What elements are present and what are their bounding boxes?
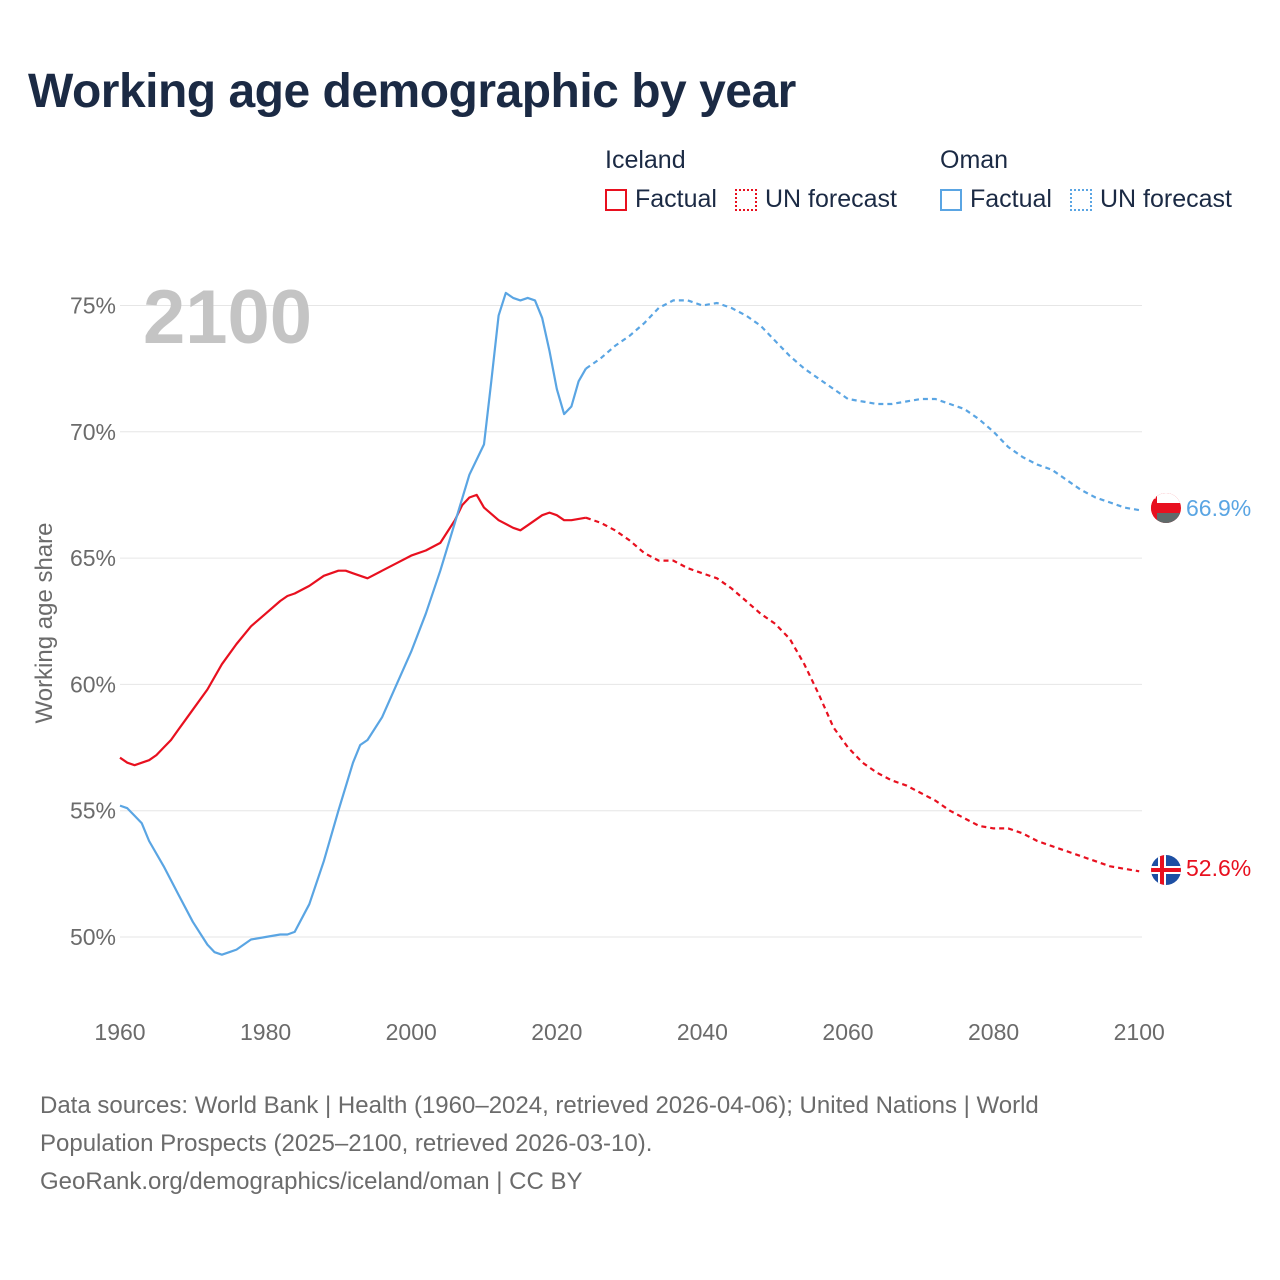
- x-tick-label: 2100: [1114, 1019, 1165, 1045]
- x-tick-label: 2000: [386, 1019, 437, 1045]
- x-tick-label: 2040: [677, 1019, 728, 1045]
- legend-group-iceland: Iceland Factual UN forecast: [605, 143, 915, 214]
- oman-forecast-line: [585, 299, 1140, 512]
- legend-swatch-solid: [940, 188, 962, 211]
- oman-factual-line: [119, 291, 587, 956]
- footer-line: GeoRank.org/demographics/iceland/oman | …: [40, 1168, 583, 1195]
- y-tick-label: 75%: [70, 293, 116, 319]
- oman-end-value: 66.9%: [1186, 495, 1251, 521]
- legend-label: Factual: [970, 185, 1052, 213]
- oman-flag-icon: [1151, 493, 1181, 523]
- x-tick-label: 1960: [94, 1019, 145, 1045]
- legend-swatch-dotted: [1069, 188, 1092, 211]
- year-label: 2100: [143, 275, 312, 360]
- footer-sources: Data sources: World Bank | Health (1960–…: [40, 1087, 1240, 1201]
- iceland-factual-line: [119, 493, 587, 767]
- y-tick-label: 50%: [70, 924, 116, 950]
- legend-label: Factual: [635, 185, 717, 213]
- legend-label: UN forecast: [764, 185, 897, 213]
- x-tick-label: 2060: [822, 1019, 873, 1045]
- footer-line: Population Prospects (2025–2100, retriev…: [40, 1130, 653, 1157]
- legend-swatch-solid: [605, 188, 627, 211]
- x-tick-label: 2080: [968, 1019, 1019, 1045]
- legend-label: UN forecast: [1099, 185, 1232, 213]
- iceland-forecast-line: [585, 516, 1140, 873]
- legend-group-oman: Oman Factual UN forecast: [940, 143, 1250, 214]
- x-tick-label: 2020: [531, 1019, 582, 1045]
- y-tick-label: 70%: [70, 419, 116, 445]
- footer-line: Data sources: World Bank | Health (1960–…: [40, 1092, 1039, 1119]
- legend-item-iceland-factual[interactable]: Factual: [605, 185, 717, 214]
- chart-title: Working age demographic by year: [28, 65, 796, 118]
- legend-group-name: Oman: [940, 146, 1009, 174]
- y-tick-label: 60%: [70, 671, 116, 697]
- y-tick-label: 55%: [70, 798, 116, 824]
- legend-group-name: Iceland: [605, 146, 686, 174]
- legend-item-oman-factual[interactable]: Factual: [940, 185, 1052, 214]
- legend-item-iceland-forecast[interactable]: UN forecast: [734, 185, 897, 214]
- y-tick-label: 65%: [70, 545, 116, 571]
- line-chart: 50% 55% 60% 65% 70% 75% 1960 1980 2000 2020 2040 20…: [31, 275, 1251, 1045]
- legend-item-oman-forecast[interactable]: UN forecast: [1069, 185, 1232, 214]
- iceland-end-value: 52.6%: [1186, 855, 1251, 881]
- legend-swatch-dotted: [734, 188, 757, 211]
- y-axis-label: Working age share: [31, 523, 58, 724]
- x-tick-label: 1980: [240, 1019, 291, 1045]
- iceland-flag-icon: [1151, 855, 1181, 885]
